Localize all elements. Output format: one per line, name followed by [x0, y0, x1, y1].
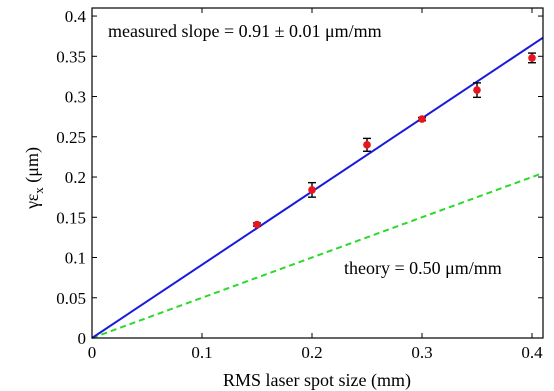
plot-frame [91, 7, 544, 339]
fit-line [91, 36, 544, 339]
data-point-6 [528, 52, 536, 64]
theory-line [91, 172, 544, 339]
x-tick-label: 0 [88, 343, 97, 362]
plot-lines [91, 36, 544, 339]
data-point-marker [363, 141, 371, 149]
y-axis-label: γεx (μm) [22, 147, 46, 210]
y-tick-label: 0.05 [56, 289, 86, 308]
data-point-3 [363, 137, 371, 152]
data-point-1 [253, 220, 261, 229]
x-axis-label: RMS laser spot size (mm) [223, 370, 411, 391]
data-point-marker [473, 86, 481, 94]
data-point-marker [308, 186, 316, 194]
y-tick-label: 0 [78, 329, 87, 348]
y-axis-label-main: γε [22, 193, 42, 210]
y-tick-label: 0.3 [65, 88, 86, 107]
x-tick-label: 0.3 [411, 343, 432, 362]
data-point-4 [418, 115, 426, 123]
y-tick-label: 0.1 [65, 249, 86, 268]
theory-slope-annotation: theory = 0.50 μm/mm [344, 258, 502, 278]
y-axis-label-unit: (μm) [22, 147, 43, 187]
plot-markers [253, 52, 536, 229]
y-tick-label: 0.35 [56, 47, 86, 66]
data-point-marker [253, 220, 261, 229]
x-tick-label: 0.2 [301, 343, 322, 362]
data-point-2 [308, 181, 316, 198]
y-axis-label-subscript: x [31, 187, 46, 194]
y-tick-label: 0.2 [65, 168, 86, 187]
data-point-marker [418, 115, 426, 123]
data-point-marker [528, 54, 536, 62]
tick-labels: 0 0.1 0.2 0.3 0.4 0 0.05 0.1 0.15 0.2 0.25 0.3 0.35 0… [56, 7, 543, 362]
measured-slope-annotation: measured slope = 0.91 ± 0.01 μm/mm [108, 21, 382, 41]
data-point-5 [473, 82, 481, 99]
x-tick-label: 0.4 [521, 343, 543, 362]
x-tick-label: 0.1 [191, 343, 212, 362]
y-tick-label: 0.15 [56, 208, 86, 227]
y-tick-label: 0.4 [65, 7, 87, 26]
axis-ticks [91, 8, 543, 339]
y-tick-label: 0.25 [56, 128, 86, 147]
